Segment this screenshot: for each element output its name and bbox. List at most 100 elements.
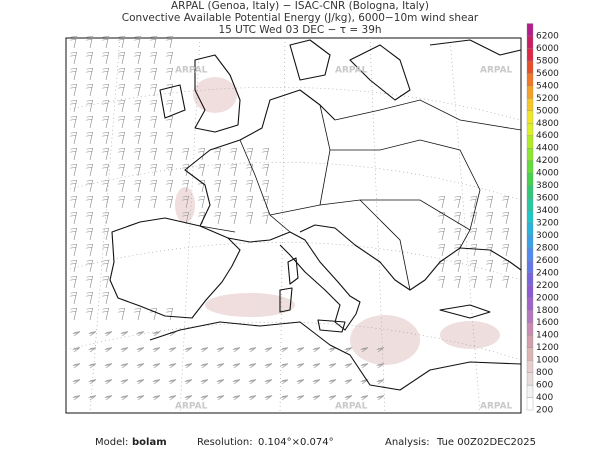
wind-barb — [486, 259, 494, 273]
wind-barb — [454, 211, 462, 225]
wind-barb — [502, 195, 510, 209]
wind-barb — [118, 163, 126, 177]
wind-barb — [70, 83, 78, 97]
wind-barb — [280, 347, 289, 353]
header-line: ARPAL (Genoa, Italy) − ISAC-CNR (Bologna… — [171, 0, 429, 12]
wind-barb — [262, 163, 270, 177]
wind-barb — [328, 363, 337, 369]
wind-barb — [102, 83, 110, 97]
wind-barb — [134, 35, 142, 49]
wind-barb — [280, 379, 289, 385]
wind-barb — [72, 347, 81, 353]
wind-barb — [246, 147, 254, 161]
wind-barbs — [70, 35, 510, 401]
wind-barb — [150, 51, 158, 65]
wind-barb — [198, 163, 206, 177]
wind-barb — [102, 211, 110, 225]
wind-barb — [438, 275, 446, 289]
wind-barb — [296, 347, 305, 353]
wind-barb — [134, 99, 142, 113]
colorbar-box — [526, 272, 534, 286]
wind-barb — [86, 227, 94, 241]
colorbar-label: 400 — [536, 393, 553, 403]
colorbar-label: 5600 — [536, 69, 559, 79]
colorbar-label: 3600 — [536, 194, 559, 204]
wind-barb — [182, 195, 190, 209]
colorbar-box — [526, 73, 534, 87]
wind-barb — [166, 51, 174, 65]
wind-barb — [102, 131, 110, 145]
colorbar-label: 1600 — [536, 318, 559, 328]
colorbar-box — [526, 384, 534, 398]
wind-barb — [166, 35, 174, 49]
wind-barb — [168, 363, 177, 369]
wind-barb — [104, 395, 113, 401]
colorbar-label: 4000 — [536, 169, 559, 179]
wind-barb — [104, 347, 113, 353]
wind-barb — [118, 67, 126, 81]
wind-barb — [486, 211, 494, 225]
wind-barb — [454, 227, 462, 241]
wind-barb — [118, 131, 126, 145]
colorbar-label: 1200 — [536, 343, 559, 353]
colorbar-box — [526, 397, 534, 411]
colorbar-label: 4800 — [536, 119, 559, 129]
wind-barb — [102, 99, 110, 113]
colorbar-box — [526, 85, 534, 99]
colorbar-box — [526, 23, 534, 37]
wind-barb — [360, 347, 369, 353]
wind-barb — [86, 51, 94, 65]
wind-barb — [120, 363, 129, 369]
wind-barb — [86, 307, 94, 321]
wind-barb — [118, 51, 126, 65]
wind-barb — [230, 211, 238, 225]
wind-barb — [86, 115, 94, 129]
wind-barb — [232, 379, 241, 385]
wind-barb — [88, 331, 97, 337]
colorbar-box — [526, 347, 534, 361]
wind-barb — [152, 331, 161, 337]
wind-barb — [118, 147, 126, 161]
wind-barb — [184, 363, 193, 369]
watermark: ARPAL — [335, 402, 368, 412]
wind-barb — [454, 275, 462, 289]
wind-barb — [296, 379, 305, 385]
wind-barb — [72, 331, 81, 337]
wind-barb — [72, 363, 81, 369]
footer-label: Analysis: — [385, 437, 430, 448]
wind-barb — [120, 331, 129, 337]
wind-barb — [470, 227, 478, 241]
wind-barb — [152, 363, 161, 369]
wind-barb — [216, 347, 225, 353]
colorbar-box — [526, 160, 534, 174]
wind-barb — [232, 395, 241, 401]
wind-barb — [182, 163, 190, 177]
wind-barb — [198, 195, 206, 209]
colorbar-label: 3200 — [536, 219, 559, 229]
wind-barb — [102, 291, 110, 305]
colorbar-label: 4200 — [536, 156, 559, 166]
wind-barb — [134, 195, 142, 209]
wind-barb — [86, 131, 94, 145]
colorbar-label: 4400 — [536, 144, 559, 154]
wind-barb — [470, 259, 478, 273]
wind-barb — [72, 379, 81, 385]
wind-barb — [86, 243, 94, 257]
wind-barb — [344, 379, 353, 385]
wind-barb — [136, 363, 145, 369]
wind-barb — [280, 395, 289, 401]
wind-barb — [200, 395, 209, 401]
wind-barb — [214, 179, 222, 193]
wind-barb — [376, 347, 385, 353]
wind-barb — [376, 379, 385, 385]
colorbar-box — [526, 185, 534, 199]
wind-barb — [216, 363, 225, 369]
colorbar-box — [526, 285, 534, 298]
wind-barb — [168, 395, 177, 401]
colorbar-box — [526, 48, 534, 62]
wind-barb — [152, 347, 161, 353]
wind-barb — [216, 379, 225, 385]
wind-barb — [86, 275, 94, 289]
colorbar-label: 5800 — [536, 56, 559, 66]
